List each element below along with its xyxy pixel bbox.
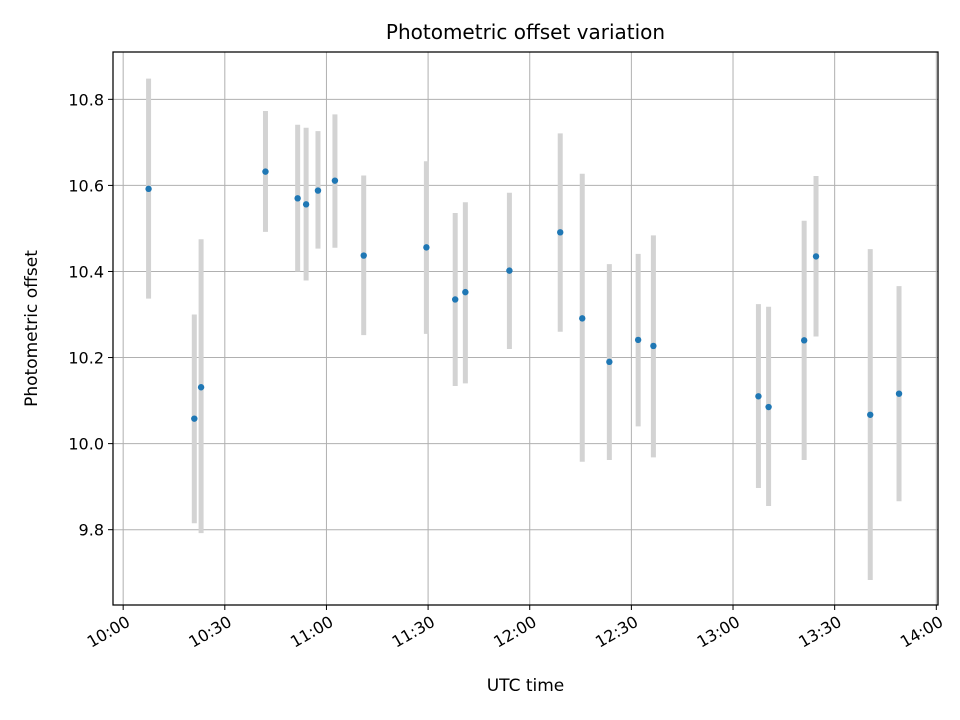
data-point bbox=[191, 415, 198, 422]
data-point bbox=[650, 342, 657, 350]
data-point bbox=[294, 195, 301, 202]
data-point bbox=[360, 252, 367, 259]
x-tick-label: 10:00 bbox=[84, 612, 133, 652]
x-tick-label: 10:30 bbox=[185, 612, 234, 652]
data-point bbox=[812, 253, 820, 260]
data-point bbox=[895, 390, 903, 397]
y-tick-label: 10.2 bbox=[68, 349, 104, 368]
data-point bbox=[331, 177, 339, 184]
y-tick-label: 10.6 bbox=[68, 176, 104, 195]
x-tick-label: 13:30 bbox=[795, 612, 844, 652]
y-tick-label: 10.8 bbox=[68, 90, 104, 109]
y-axis-title: Photometric offset bbox=[22, 250, 42, 407]
x-tick-label: 14:00 bbox=[897, 612, 946, 652]
x-tick-label: 11:30 bbox=[389, 612, 438, 652]
y-tick-label: 10.4 bbox=[68, 262, 104, 281]
data-point bbox=[314, 187, 322, 194]
x-tick-label: 12:30 bbox=[592, 612, 641, 652]
data-point bbox=[506, 267, 513, 274]
data-point bbox=[867, 411, 874, 418]
chart-title: Photometric offset variation bbox=[386, 20, 665, 44]
data-point bbox=[765, 403, 772, 411]
x-axis-ticks: 10:00 10:30 11:00 11:30 12:00 12:30 13:00 13:30… bbox=[84, 605, 946, 652]
y-tick-label: 9.8 bbox=[79, 521, 104, 540]
data-point bbox=[606, 358, 613, 366]
y-tick-label: 10.0 bbox=[68, 435, 104, 454]
data-point bbox=[262, 168, 269, 175]
x-tick-label: 12:00 bbox=[490, 612, 539, 652]
data-point bbox=[800, 337, 808, 344]
error-bars bbox=[146, 78, 902, 581]
data-point bbox=[451, 296, 459, 303]
data-point bbox=[197, 384, 205, 391]
data-point bbox=[302, 201, 310, 208]
x-tick-label: 13:00 bbox=[694, 612, 743, 652]
data-point bbox=[557, 229, 564, 236]
data-point bbox=[462, 288, 469, 296]
data-point bbox=[145, 185, 152, 193]
data-points bbox=[145, 168, 903, 422]
plot-frame bbox=[112, 51, 939, 606]
x-axis-title: UTC time bbox=[487, 676, 565, 696]
grid-lines bbox=[113, 52, 938, 605]
x-tick-label: 11:00 bbox=[287, 612, 336, 652]
data-point bbox=[579, 315, 586, 322]
data-point bbox=[755, 393, 762, 400]
y-axis-ticks: 9.8 10.0 10.2 10.4 10.6 10.8 bbox=[68, 90, 113, 540]
data-point bbox=[634, 336, 642, 344]
data-point bbox=[423, 244, 430, 251]
